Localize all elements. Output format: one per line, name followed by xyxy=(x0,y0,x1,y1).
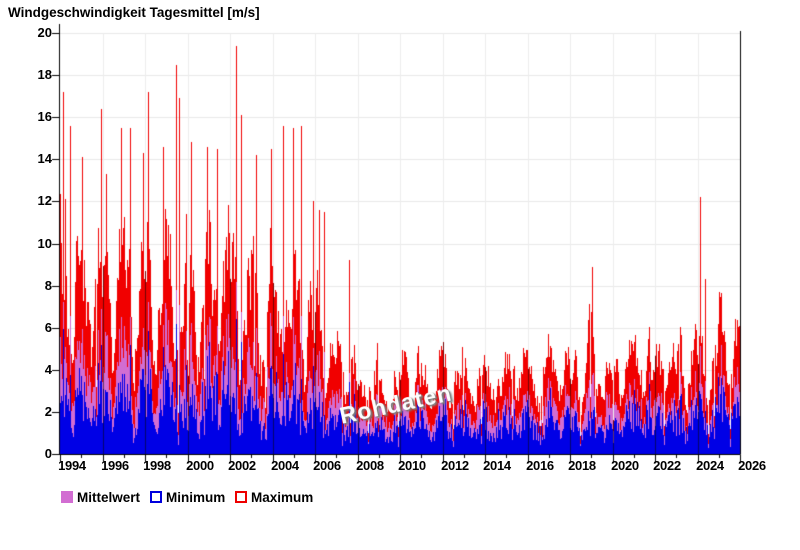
x-tick-label: 2006 xyxy=(313,458,341,473)
x-tick-label: 1996 xyxy=(101,458,129,473)
maximum-legend-label: Maximum xyxy=(251,490,314,505)
mittelwert-legend-swatch xyxy=(61,491,73,503)
x-tick-label: 2012 xyxy=(441,458,469,473)
x-tick-label: 2002 xyxy=(228,458,256,473)
chart-legend: Mittelwert Minimum Maximum xyxy=(0,489,800,507)
x-tick-label: 2024 xyxy=(696,458,724,473)
y-tick-label: 4 xyxy=(44,362,52,377)
y-tick-label: 2 xyxy=(44,404,52,419)
mittelwert-legend-label: Mittelwert xyxy=(77,490,141,505)
x-tick-label: 1998 xyxy=(143,458,171,473)
y-tick-label: 14 xyxy=(37,151,52,166)
x-tick-label: 2022 xyxy=(653,458,681,473)
x-tick-label: 2026 xyxy=(738,458,766,473)
x-tick-label: 2016 xyxy=(526,458,554,473)
y-tick-label: 20 xyxy=(37,25,52,40)
y-tick-label: 18 xyxy=(37,67,52,82)
minimum-legend-label: Minimum xyxy=(166,490,226,505)
x-tick-label: 2000 xyxy=(186,458,214,473)
x-tick-label: 2014 xyxy=(483,458,511,473)
y-tick-label: 10 xyxy=(37,236,52,251)
y-tick-label: 8 xyxy=(44,278,52,293)
x-tick-label: 1994 xyxy=(58,458,86,473)
maximum-legend-swatch xyxy=(235,491,247,503)
x-tick-label: 2010 xyxy=(398,458,426,473)
y-tick-label: 16 xyxy=(37,109,52,124)
y-tick-label: 6 xyxy=(44,320,52,335)
y-tick-label: 12 xyxy=(37,193,52,208)
x-tick-label: 2008 xyxy=(356,458,384,473)
y-tick-label: 0 xyxy=(44,446,52,461)
chart-title: Windgeschwindigkeit Tagesmittel [m/s] xyxy=(8,5,260,20)
x-tick-label: 2004 xyxy=(271,458,299,473)
x-tick-label: 2018 xyxy=(568,458,596,473)
x-tick-label: 2020 xyxy=(611,458,639,473)
minimum-legend-swatch xyxy=(150,491,162,503)
